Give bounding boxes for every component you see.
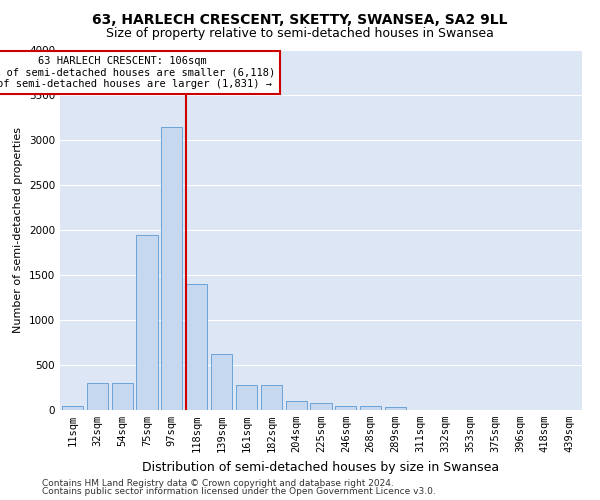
Bar xyxy=(236,385,257,410)
Text: 63, HARLECH CRESCENT, SKETTY, SWANSEA, SA2 9LL: 63, HARLECH CRESCENT, SKETTY, SWANSEA, S… xyxy=(92,12,508,26)
Bar xyxy=(186,284,207,410)
Bar xyxy=(310,403,332,410)
Text: Contains HM Land Registry data © Crown copyright and database right 2024.: Contains HM Land Registry data © Crown c… xyxy=(42,478,394,488)
Bar xyxy=(261,385,282,410)
Bar xyxy=(161,126,182,410)
Bar xyxy=(136,234,158,410)
Bar xyxy=(211,354,232,410)
Bar xyxy=(112,383,133,410)
Text: 63 HARLECH CRESCENT: 106sqm
← 76% of semi-detached houses are smaller (6,118)
23: 63 HARLECH CRESCENT: 106sqm ← 76% of sem… xyxy=(0,56,275,89)
Bar xyxy=(385,408,406,410)
Bar xyxy=(62,406,83,410)
Text: Contains public sector information licensed under the Open Government Licence v3: Contains public sector information licen… xyxy=(42,487,436,496)
Bar xyxy=(87,383,108,410)
Y-axis label: Number of semi-detached properties: Number of semi-detached properties xyxy=(13,127,23,333)
Bar xyxy=(360,406,381,410)
X-axis label: Distribution of semi-detached houses by size in Swansea: Distribution of semi-detached houses by … xyxy=(142,460,500,473)
Bar xyxy=(335,406,356,410)
Text: Size of property relative to semi-detached houses in Swansea: Size of property relative to semi-detach… xyxy=(106,28,494,40)
Bar xyxy=(286,401,307,410)
